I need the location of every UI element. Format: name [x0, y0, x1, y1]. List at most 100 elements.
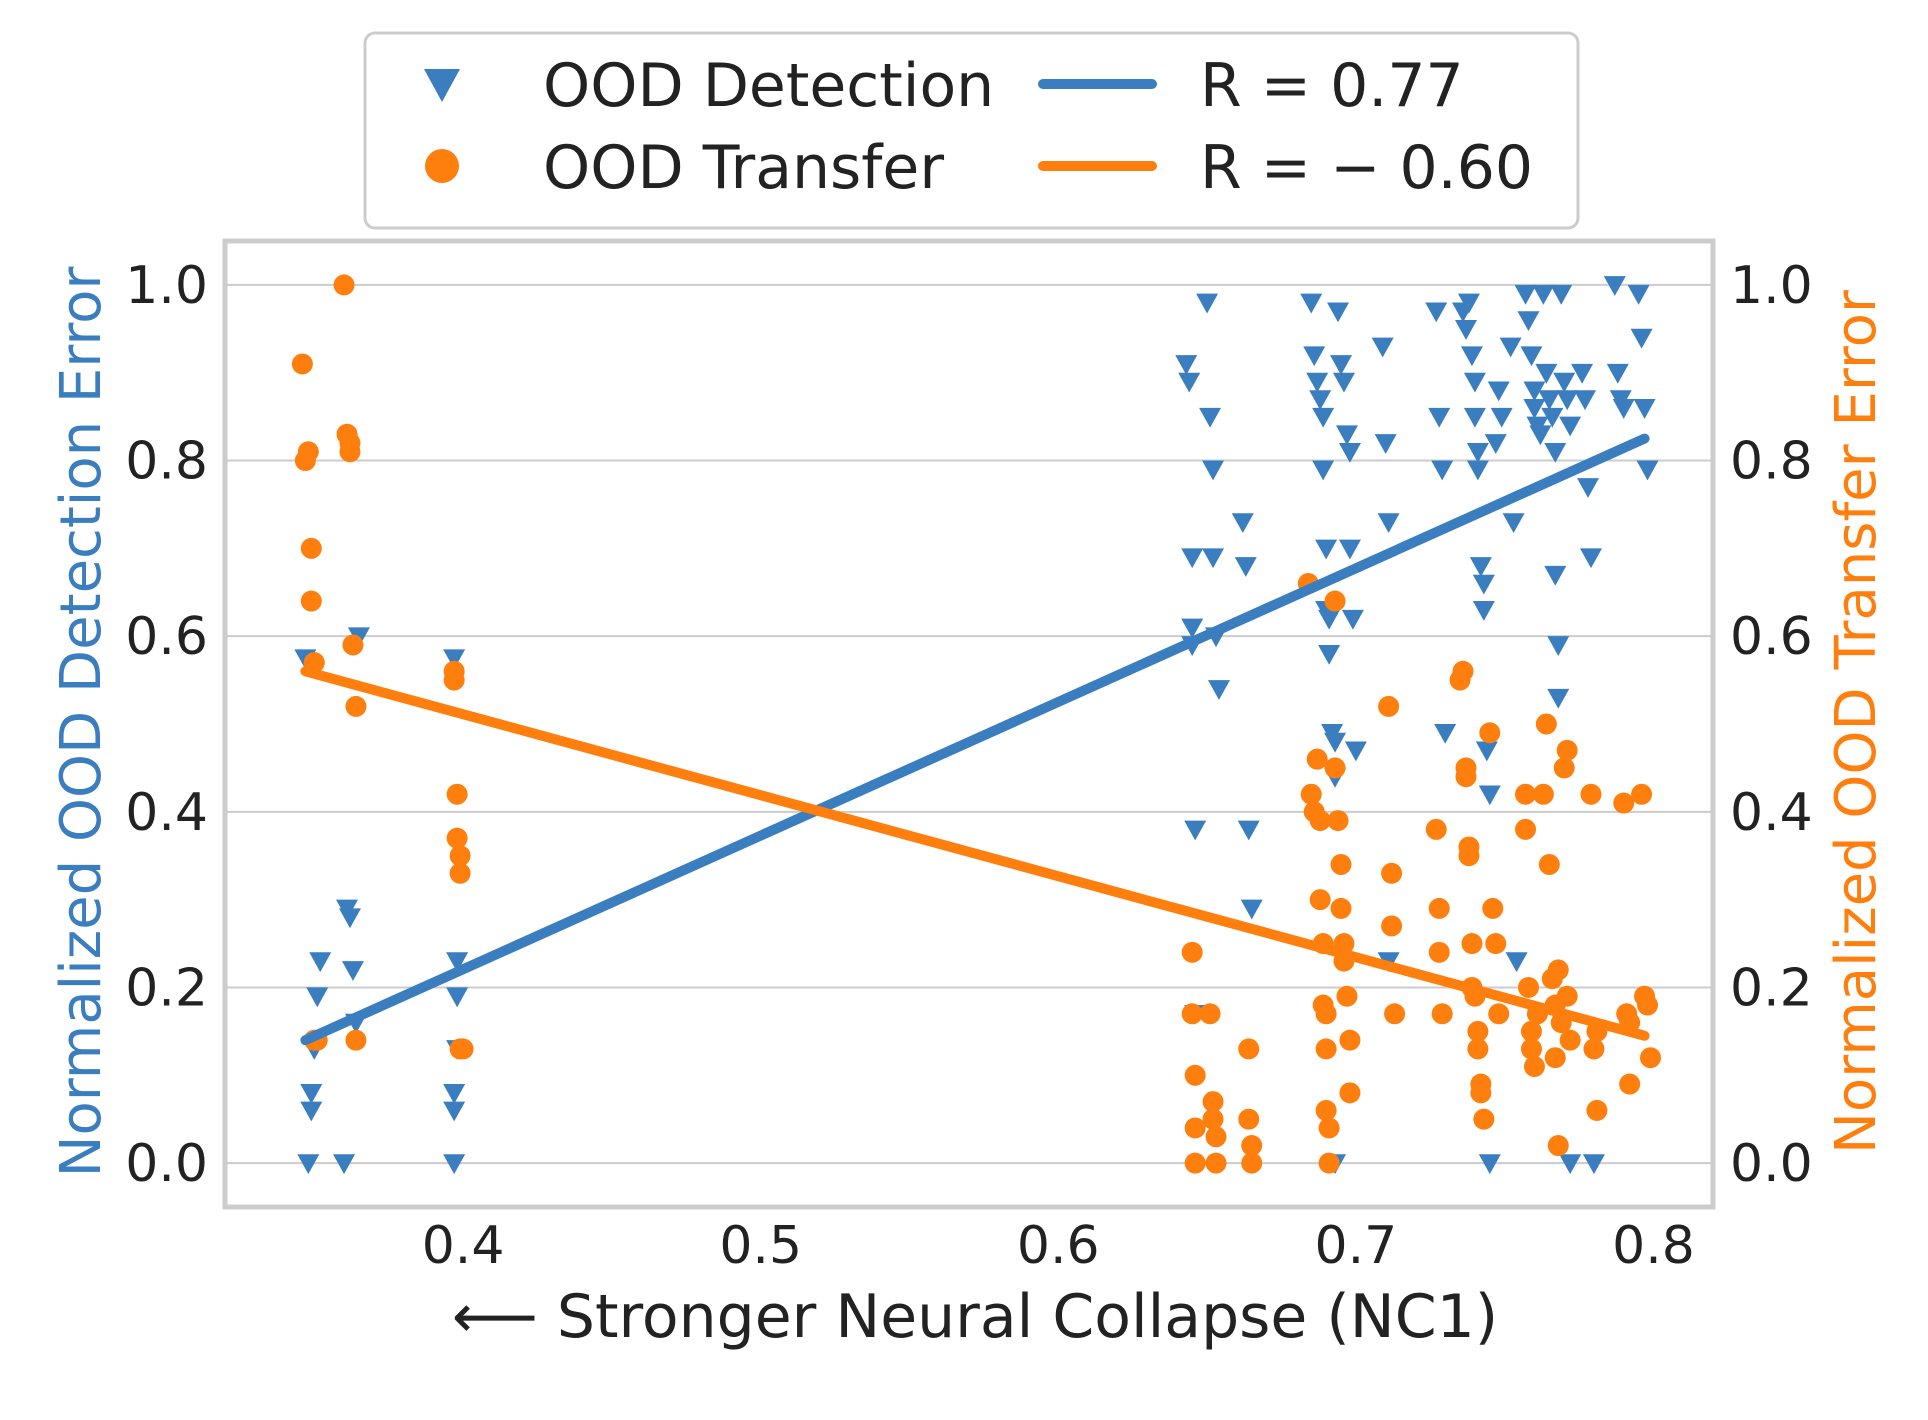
transfer-point: [1428, 941, 1450, 963]
y-tick-label-left: 1.0: [125, 256, 208, 316]
detection-point: [1499, 337, 1522, 358]
detection-point: [1175, 355, 1198, 375]
x-tick-label: 0.4: [422, 1216, 505, 1276]
transfer-point: [1238, 1038, 1260, 1060]
transfer-point: [1238, 1108, 1260, 1130]
detection-point: [1472, 574, 1495, 595]
transfer-point: [1631, 783, 1653, 805]
transfer-point: [1538, 854, 1560, 876]
y-tick-label-right: 0.6: [1730, 607, 1813, 667]
transfer-point: [1520, 1020, 1542, 1042]
transfer-point: [1202, 1091, 1224, 1113]
detection-point: [1377, 513, 1400, 534]
y-tick-label-left: 0.0: [125, 1134, 208, 1194]
detection-point: [1544, 442, 1567, 463]
y-tick-labels-right: 0.0 0.2 0.4 0.6 0.8 1.0: [1730, 256, 1813, 1194]
detection-point: [1332, 372, 1355, 393]
y-axis-label-right: Normalized OOD Transfer Error: [1824, 289, 1889, 1154]
transfer-point: [1327, 810, 1349, 832]
transfer-point: [1425, 818, 1447, 840]
detection-point: [1603, 276, 1626, 296]
detection-point: [1529, 425, 1552, 446]
transfer-point: [452, 1038, 474, 1060]
detection-point: [1184, 820, 1207, 841]
transfer-point: [443, 669, 465, 691]
transfer-point: [1431, 1003, 1453, 1025]
detection-point: [1371, 337, 1394, 358]
transfer-point: [1482, 897, 1504, 919]
transfer-point: [446, 827, 468, 849]
detection-point: [1469, 557, 1492, 577]
detection-point: [1559, 1154, 1582, 1175]
transfer-point: [1330, 854, 1352, 876]
transfer-point: [1202, 1108, 1224, 1130]
transfer-point: [1547, 959, 1569, 981]
transfer-point: [1306, 748, 1328, 770]
legend-transfer-marker: [425, 149, 459, 183]
fit-lines: [300, 433, 1650, 1046]
detection-point: [1574, 390, 1597, 411]
transfer-point: [1640, 1047, 1662, 1069]
transfer-point: [339, 441, 361, 463]
detection-point: [1463, 372, 1486, 393]
detection-point: [1487, 381, 1510, 402]
detection-point: [443, 649, 466, 670]
transfer-point: [1184, 1064, 1206, 1086]
y-tick-label-left: 0.8: [125, 432, 208, 492]
y-tick-label-left: 0.6: [125, 607, 208, 667]
transfer-point: [1637, 994, 1659, 1016]
transfer-point: [1339, 1082, 1361, 1104]
y-tick-label-left: 0.2: [125, 958, 208, 1018]
transfer-point: [1535, 713, 1557, 735]
transfer-point: [1473, 1108, 1495, 1130]
x-tick-labels: 0.4 0.5 0.6 0.7 0.8: [422, 1216, 1695, 1276]
legend-box: [363, 31, 1580, 230]
transfer-point: [300, 537, 322, 559]
detection-point: [1318, 609, 1341, 630]
y-tick-label-right: 0.4: [1730, 783, 1813, 843]
detection-point: [1547, 688, 1570, 709]
detection-point: [1475, 741, 1498, 762]
transfer-point: [1241, 1135, 1263, 1157]
detection-point: [1505, 952, 1528, 973]
detection-point: [1300, 293, 1323, 314]
y-tick-label-right: 1.0: [1730, 256, 1813, 316]
detection-point: [1344, 741, 1367, 762]
detection-point: [1547, 636, 1570, 656]
transfer-point: [1381, 915, 1403, 937]
detection-point: [1318, 644, 1341, 665]
transfer-point: [1547, 1135, 1569, 1157]
detection-point: [1202, 460, 1225, 481]
detection-point: [1612, 399, 1635, 419]
legend-detection-label: OOD Detection: [543, 51, 994, 121]
detection-point: [333, 1154, 356, 1175]
transfer-point: [345, 1029, 367, 1051]
x-tick-label: 0.6: [1017, 1216, 1100, 1276]
detection-point: [1633, 399, 1656, 419]
detection-point: [1330, 355, 1352, 375]
detection-point: [338, 908, 361, 929]
detection-point: [1472, 601, 1495, 621]
transfer-point: [1336, 985, 1358, 1007]
y-axis-label-left: Normalized OOD Detection Error: [49, 266, 114, 1178]
y-tick-labels-left: 0.0 0.2 0.4 0.6 0.8 1.0: [125, 256, 208, 1194]
detection-point: [1324, 732, 1347, 753]
detection-point: [300, 1101, 323, 1122]
detection-point: [446, 952, 469, 973]
detection-point: [1202, 548, 1225, 569]
x-tick-label: 0.7: [1315, 1216, 1398, 1276]
detection-point: [1178, 372, 1201, 393]
detection-point: [1240, 899, 1263, 920]
transfer-point: [1619, 1073, 1641, 1095]
detection-point: [1303, 346, 1326, 367]
y-tick-label-left: 0.4: [125, 783, 208, 843]
detection-point: [1428, 407, 1451, 428]
detection-fit-line: [300, 433, 1650, 1046]
transfer-point: [1324, 590, 1346, 612]
detection-point: [1636, 460, 1659, 481]
detection-point: [443, 1101, 466, 1122]
detection-point: [1478, 1154, 1501, 1175]
transfer-point: [1458, 845, 1480, 867]
detection-point: [1571, 363, 1594, 384]
